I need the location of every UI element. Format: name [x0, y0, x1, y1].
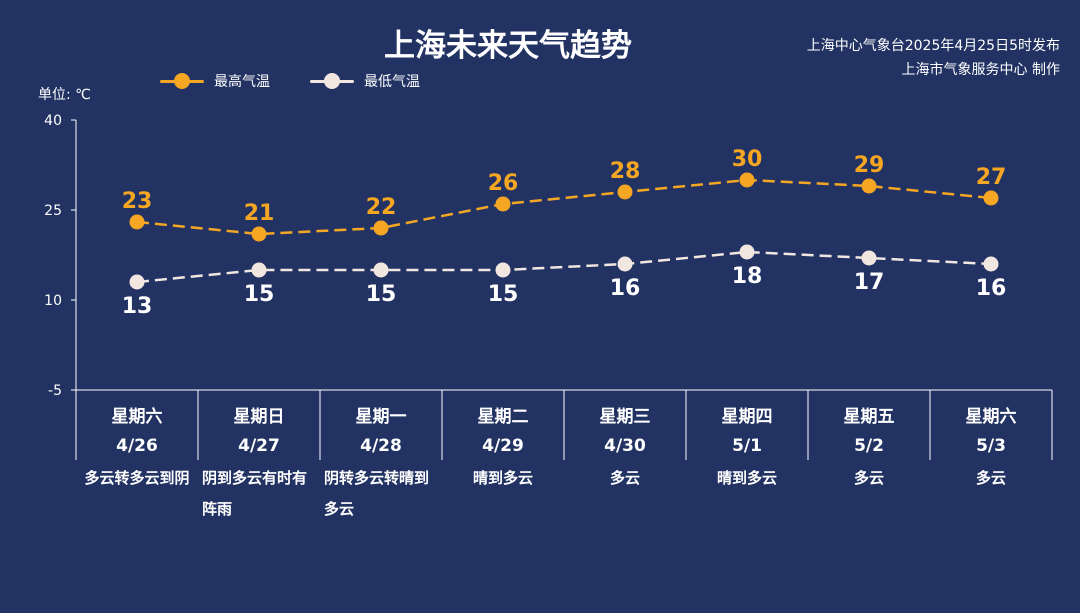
x-weekday-label: 星期四 — [722, 407, 773, 427]
high-value-label: 22 — [366, 195, 397, 220]
high-point — [617, 184, 633, 200]
high-value-label: 28 — [610, 159, 641, 184]
legend-item-low[interactable]: 最低气温 — [310, 71, 420, 91]
low-point — [983, 256, 999, 272]
issuer-info: 上海中心气象台2025年4月25日5时发布 上海市气象服务中心 制作 — [807, 34, 1060, 82]
high-value-label: 21 — [244, 201, 275, 226]
y-tick-label: 40 — [44, 113, 62, 129]
x-weekday-label: 星期二 — [478, 407, 529, 427]
x-date-label: 4/26 — [116, 436, 158, 456]
x-weekday-label: 星期五 — [844, 407, 895, 427]
low-point — [373, 262, 389, 278]
y-tick-label: 10 — [44, 293, 62, 309]
low-value-label: 15 — [488, 282, 519, 307]
high-value-label: 29 — [854, 153, 885, 178]
low-value-label: 13 — [122, 294, 153, 319]
issuer-line-2: 上海市气象服务中心 制作 — [901, 62, 1060, 78]
weather-description: 阴到多云有时有阵雨 — [202, 469, 308, 518]
weather-description: 多云 — [853, 469, 884, 487]
high-point — [129, 214, 145, 230]
high-value-label: 23 — [122, 189, 153, 214]
y-tick-label: 25 — [44, 203, 62, 219]
legend-item-high[interactable]: 最高气温 — [160, 71, 270, 91]
low-point — [739, 244, 755, 260]
x-date-label: 5/2 — [854, 436, 884, 456]
low-point — [251, 262, 267, 278]
low-value-label: 16 — [976, 276, 1007, 301]
high-value-label: 27 — [976, 165, 1007, 190]
x-date-label: 4/30 — [604, 436, 646, 456]
legend-low-marker-icon — [310, 71, 354, 91]
weather-description: 晴到多云 — [716, 469, 777, 487]
x-date-label: 5/1 — [732, 436, 762, 456]
low-value-label: 16 — [610, 276, 641, 301]
low-value-label: 17 — [854, 270, 885, 295]
high-point — [373, 220, 389, 236]
low-value-label: 15 — [366, 282, 397, 307]
high-value-label: 26 — [488, 171, 519, 196]
low-value-label: 18 — [732, 264, 763, 289]
high-point — [739, 172, 755, 188]
weather-description: 晴到多云 — [472, 469, 533, 487]
weather-description: 多云 — [975, 469, 1006, 487]
low-point — [861, 250, 877, 266]
legend-low-label: 最低气温 — [364, 74, 420, 90]
x-date-label: 4/27 — [238, 436, 280, 456]
high-point — [983, 190, 999, 206]
low-point — [129, 274, 145, 290]
weather-description: 多云转多云到阴 — [84, 469, 190, 487]
issuer-line-1: 上海中心气象台2025年4月25日5时发布 — [806, 38, 1060, 54]
weather-description: 阴转多云转晴到多云 — [324, 469, 430, 518]
x-weekday-label: 星期日 — [234, 407, 285, 427]
high-point — [251, 226, 267, 242]
high-value-label: 30 — [732, 147, 763, 172]
x-date-label: 4/29 — [482, 436, 524, 456]
legend-high-label: 最高气温 — [214, 74, 270, 90]
x-weekday-label: 星期六 — [966, 406, 1017, 427]
legend-high-marker-icon — [160, 71, 204, 91]
weather-description: 多云 — [609, 469, 640, 487]
chart-title: 上海未来天气趋势 — [384, 28, 632, 64]
high-point — [861, 178, 877, 194]
low-point — [495, 262, 511, 278]
low-point — [617, 256, 633, 272]
x-weekday-label: 星期一 — [356, 407, 407, 427]
unit-label: 单位: ℃ — [38, 87, 91, 103]
low-value-label: 15 — [244, 282, 275, 307]
high-point — [495, 196, 511, 212]
series-line-low — [136, 250, 992, 284]
x-weekday-label: 星期六 — [112, 406, 163, 427]
y-tick-label: -5 — [48, 383, 62, 399]
x-weekday-label: 星期三 — [600, 407, 651, 427]
x-date-label: 4/28 — [360, 436, 402, 456]
x-date-label: 5/3 — [976, 436, 1006, 456]
